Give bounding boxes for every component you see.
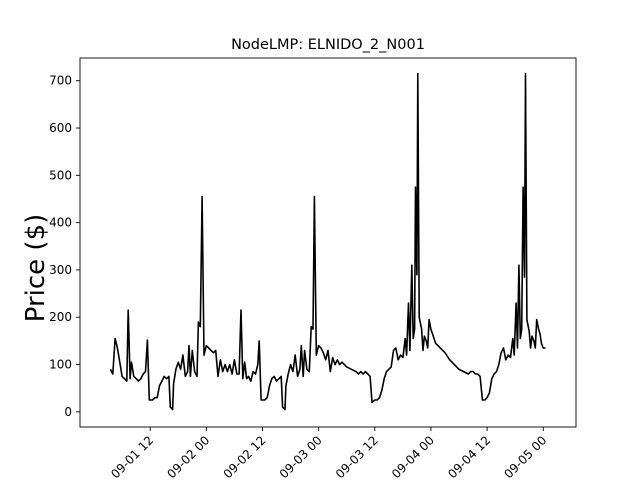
x-tick-label: 09-03 00 (277, 433, 325, 480)
x-axis: 09-01 12 09-02 00 09-02 12 09-03 00 09-03 12… (108, 427, 549, 480)
x-tick-label: 09-01 12 (108, 433, 156, 480)
price-line (109, 72, 546, 411)
y-tick-label: 700 (49, 74, 72, 88)
y-axis-label: Price ($) (21, 214, 51, 323)
y-tick-label: 500 (49, 168, 72, 182)
y-tick-label: 0 (64, 405, 72, 419)
y-tick-label: 100 (49, 358, 72, 372)
x-tick-label: 09-02 00 (164, 433, 212, 480)
x-tick-label: 09-04 12 (445, 433, 493, 480)
plot-frame (79, 57, 577, 428)
x-tick-label: 09-04 00 (389, 433, 437, 480)
y-axis: 0 100 200 300 400 500 600 700 (49, 74, 80, 419)
y-tick-label: 300 (49, 263, 72, 277)
x-tick-label: 09-05 00 (501, 433, 549, 480)
x-tick-label: 09-03 12 (333, 433, 381, 480)
chart-title: NodeLMP: ELNIDO_2_N001 (231, 37, 425, 53)
y-tick-label: 200 (49, 310, 72, 324)
x-tick-label: 09-02 12 (221, 433, 269, 480)
y-tick-label: 600 (49, 121, 72, 135)
y-tick-label: 400 (49, 216, 72, 230)
